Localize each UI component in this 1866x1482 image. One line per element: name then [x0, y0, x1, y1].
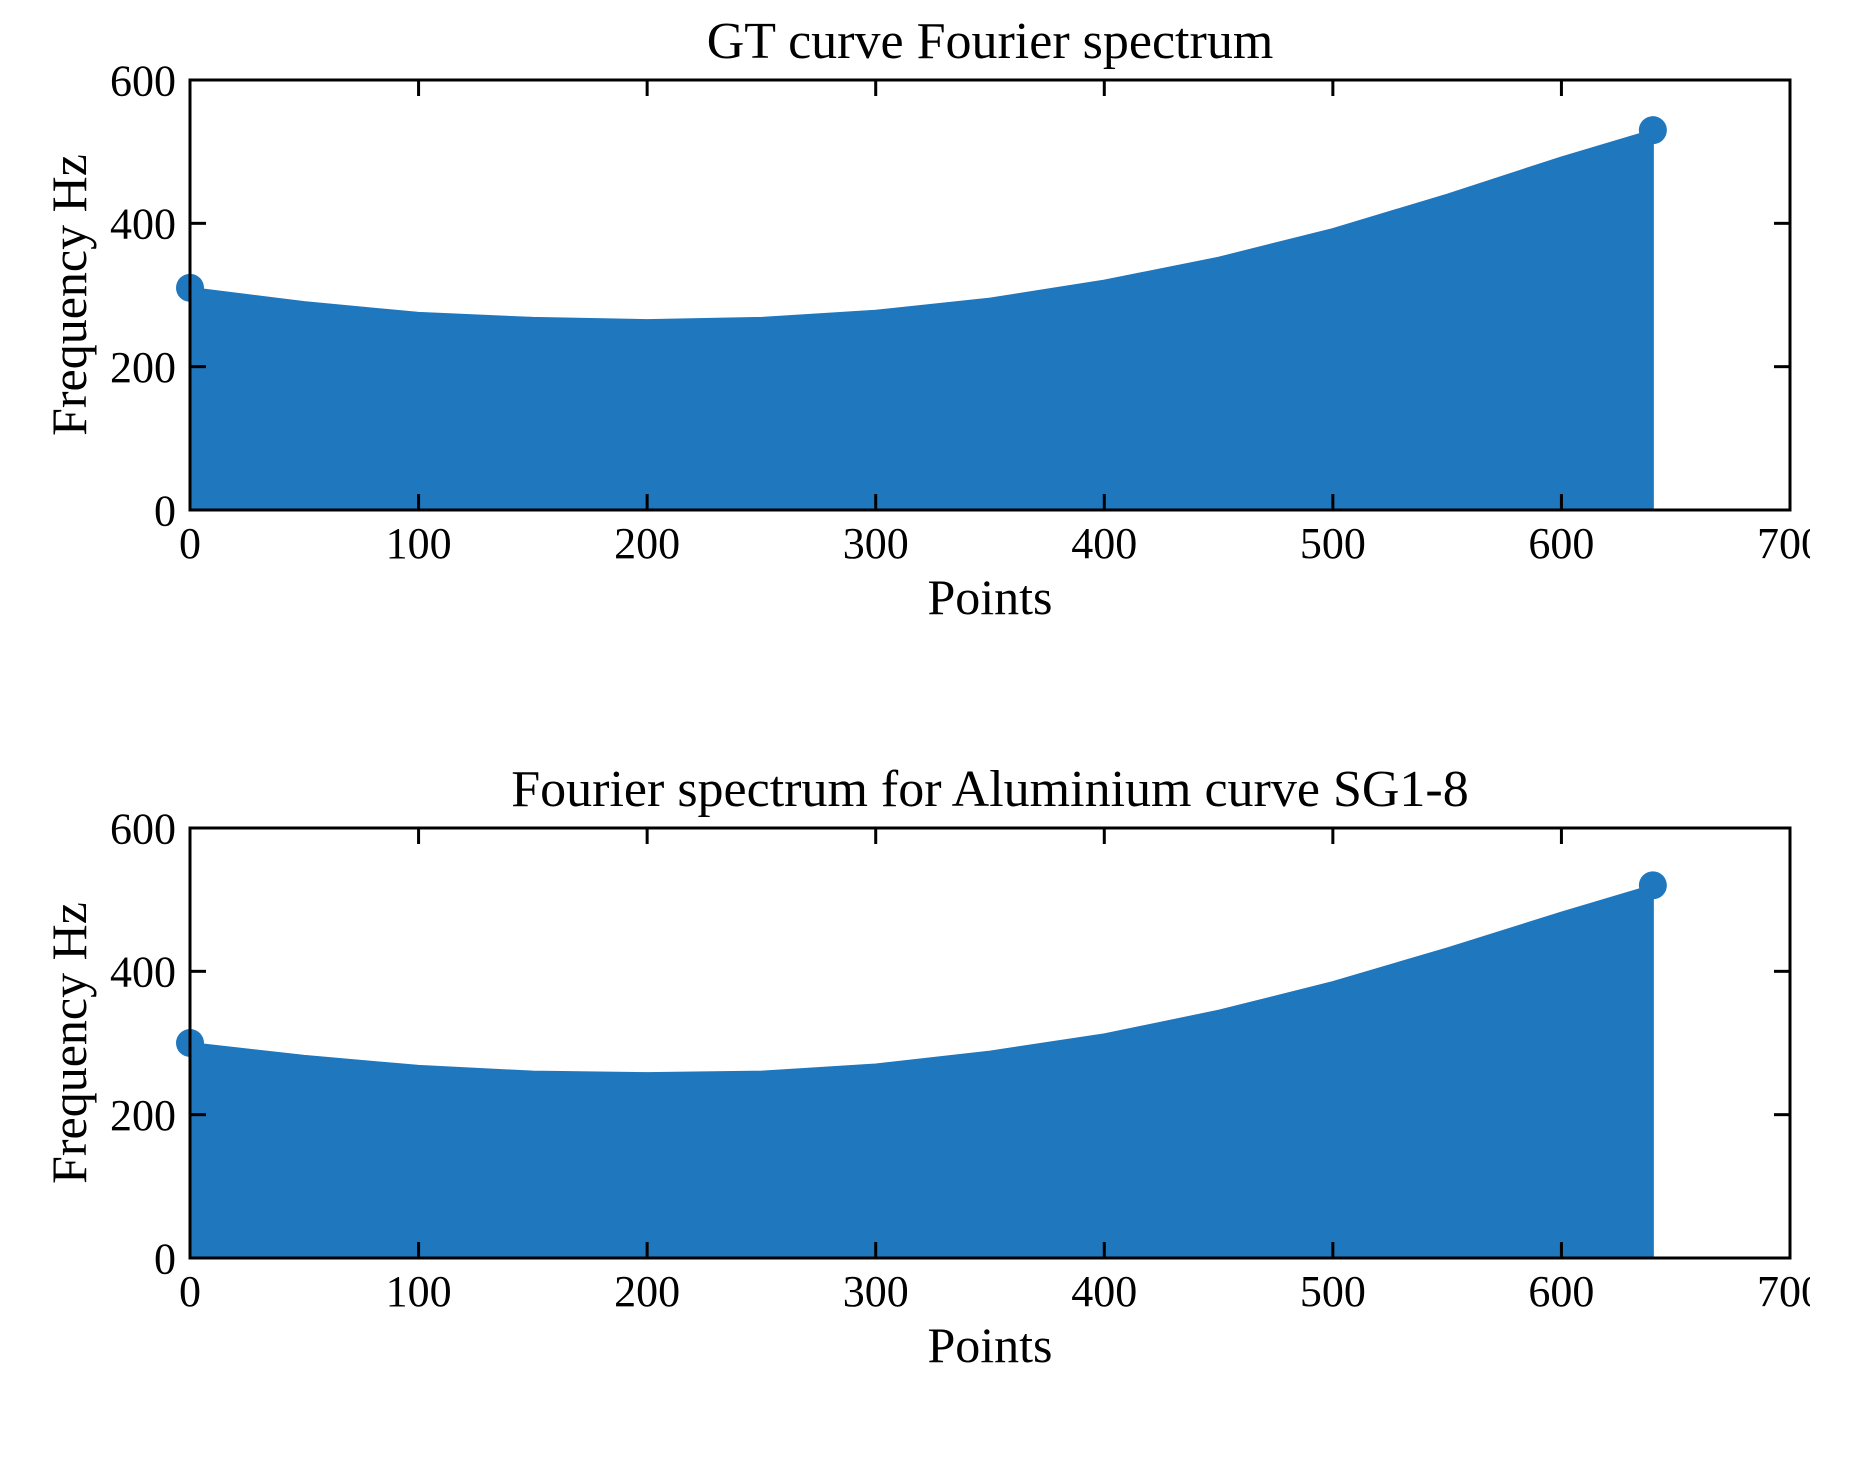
figure-root: GT curve Fourier spectrumFrequency HzPoi…	[0, 0, 1866, 1482]
x-tick-label: 0	[179, 1267, 201, 1316]
x-tick-label: 400	[1071, 1267, 1137, 1316]
y-tick-label: 200	[110, 1091, 176, 1140]
x-tick-label: 700	[1757, 1267, 1810, 1316]
y-tick-label: 600	[110, 60, 176, 105]
area-fill-bottom	[190, 885, 1653, 1258]
plot-area-bottom: 0 100 200 300 400 500 600 700 0 200 400 600	[90, 808, 1810, 1328]
y-tick-label: 400	[110, 948, 176, 997]
x-tick-label: 600	[1528, 519, 1594, 568]
y-tick-label: 0	[154, 486, 176, 535]
y-tick-label: 600	[110, 808, 176, 853]
x-tick-label: 0	[179, 519, 201, 568]
x-tick-label: 100	[386, 519, 452, 568]
y-tick-label: 400	[110, 200, 176, 249]
x-tick-label: 500	[1300, 519, 1366, 568]
endpoint-marker	[1639, 116, 1667, 144]
x-tick-label: 500	[1300, 1267, 1366, 1316]
endpoint-marker	[1639, 871, 1667, 899]
y-tick-label: 0	[154, 1234, 176, 1283]
area-fill-top	[190, 130, 1653, 510]
x-tick-label: 200	[614, 519, 680, 568]
x-tick-label: 600	[1528, 1267, 1594, 1316]
x-tick-label: 400	[1071, 519, 1137, 568]
x-tick-label: 300	[843, 1267, 909, 1316]
x-tick-label: 700	[1757, 519, 1810, 568]
x-tick-label: 100	[386, 1267, 452, 1316]
x-tick-label: 300	[843, 519, 909, 568]
y-tick-label: 200	[110, 343, 176, 392]
x-tick-label: 200	[614, 1267, 680, 1316]
plot-area-top: 0 100 200 300 400 500 600 700 0 200 400 600	[90, 60, 1810, 580]
